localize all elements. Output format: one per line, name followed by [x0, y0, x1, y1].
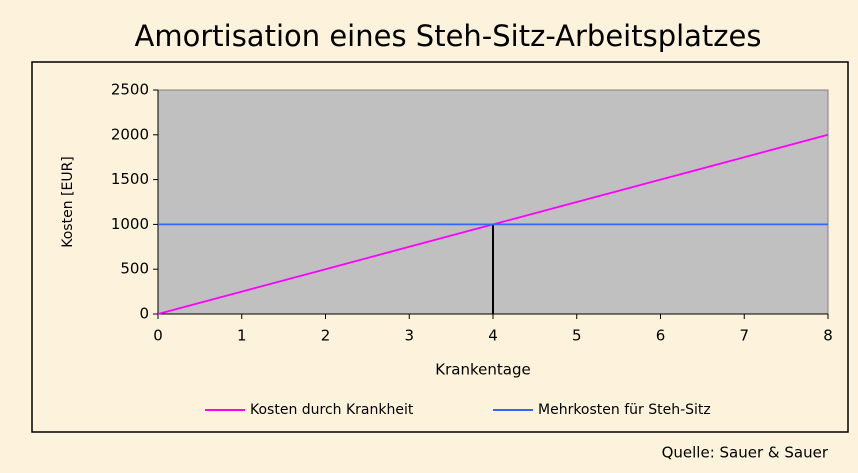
- y-tick-label: 1000: [111, 215, 149, 233]
- x-tick-label: 7: [739, 327, 749, 345]
- y-tick-label: 0: [139, 305, 149, 323]
- x-axis-label: Krankentage: [435, 361, 530, 379]
- x-tick-label: 4: [488, 327, 498, 345]
- x-tick-label: 6: [656, 327, 666, 345]
- x-tick-label: 0: [153, 327, 163, 345]
- y-tick-label: 500: [120, 260, 149, 278]
- y-tick-label: 2500: [111, 81, 149, 99]
- x-tick-label: 2: [321, 327, 331, 345]
- y-axis-label: Kosten [EUR]: [60, 156, 76, 248]
- source-note: Quelle: Sauer & Sauer: [662, 444, 829, 462]
- chart-frame: [31, 61, 849, 433]
- x-tick-label: 1: [237, 327, 247, 345]
- x-tick-label: 3: [404, 327, 414, 345]
- y-tick-label: 2000: [111, 125, 149, 143]
- legend-label: Mehrkosten für Steh-Sitz: [538, 402, 711, 418]
- x-tick-label: 8: [823, 327, 833, 345]
- y-tick-label: 1500: [111, 170, 149, 188]
- chart-title: Amortisation eines Steh-Sitz-Arbeitsplat…: [135, 19, 762, 53]
- legend-label: Kosten durch Krankheit: [250, 402, 414, 418]
- x-tick-label: 5: [572, 327, 582, 345]
